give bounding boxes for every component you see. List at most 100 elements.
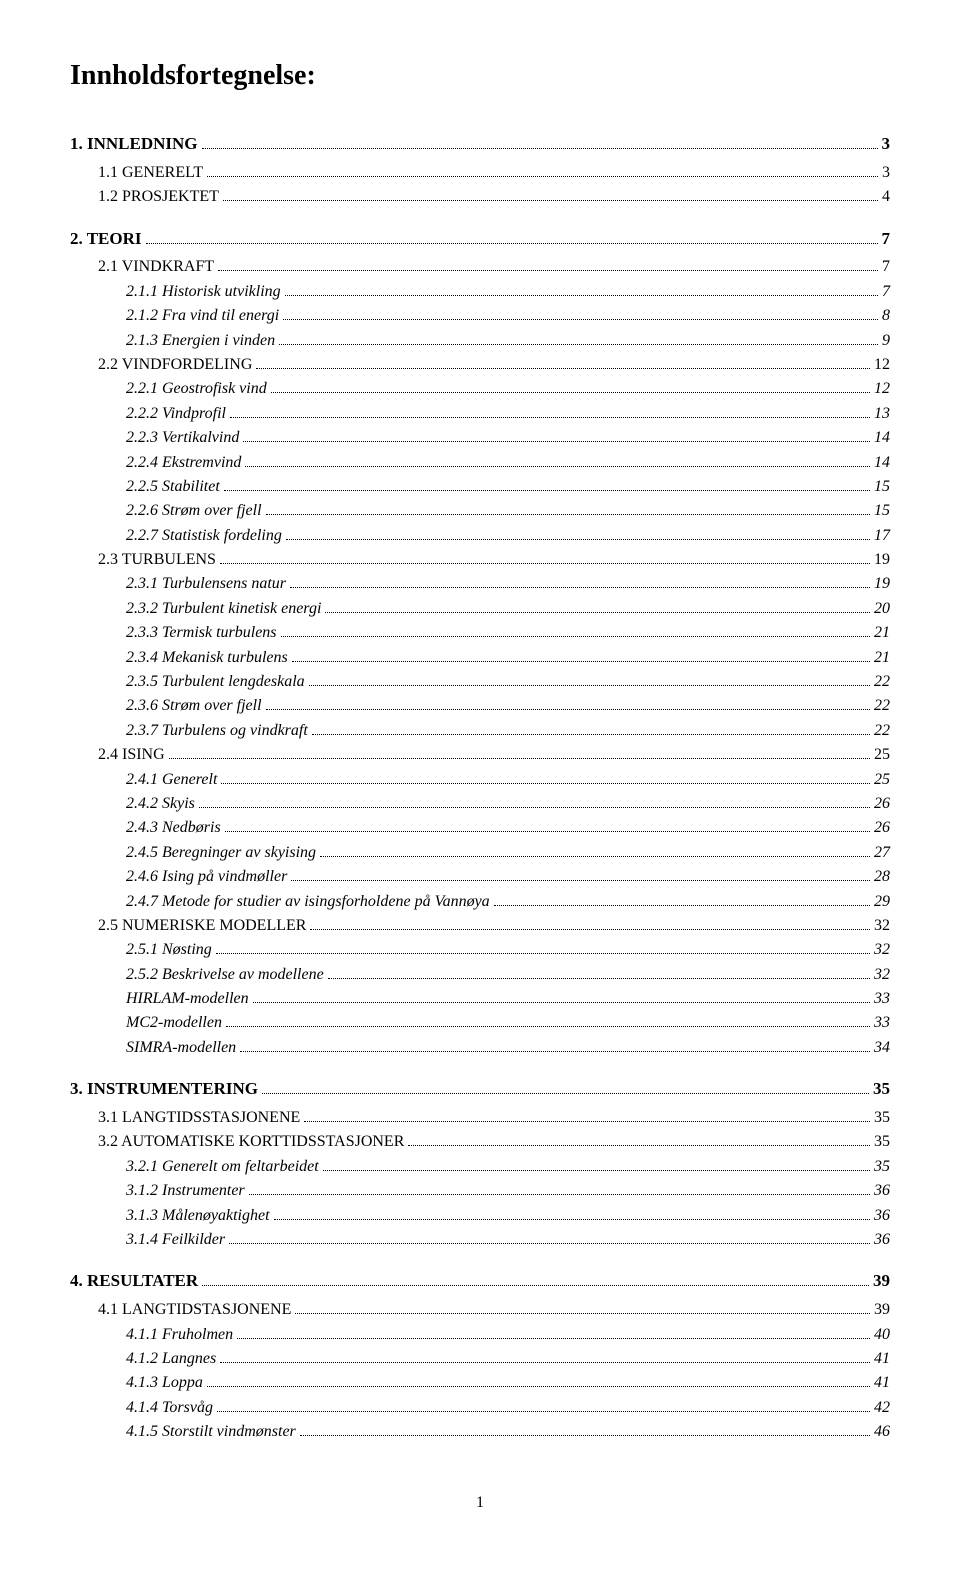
toc-entry: 4.1.2 Langnes41 xyxy=(70,1348,890,1370)
toc-page-number: 22 xyxy=(874,671,890,693)
toc-entry: 2.2 VINDFORDELING12 xyxy=(70,354,890,376)
toc-label: 3.1.2 Instrumenter xyxy=(126,1180,245,1202)
toc-entry: 2.3 TURBULENS19 xyxy=(70,549,890,571)
toc-page-number: 19 xyxy=(874,549,890,571)
toc-entry: 2.2.3 Vertikalvind 14 xyxy=(70,427,890,449)
toc-label: 2.2.2 Vindprofil xyxy=(126,403,226,425)
toc-leader-dots xyxy=(300,1435,870,1436)
toc-label: 2.4.7 Metode for studier av isingsforhol… xyxy=(126,891,490,913)
toc-label: 2.2.5 Stabilitet xyxy=(126,476,220,498)
toc-leader-dots xyxy=(202,148,878,149)
toc-page-number: 19 xyxy=(874,573,890,595)
toc-leader-dots xyxy=(292,661,870,662)
toc-page-number: 8 xyxy=(882,305,890,327)
toc-label: 2.3.7 Turbulens og vindkraft xyxy=(126,720,308,742)
toc-page-number: 4 xyxy=(882,186,890,208)
toc-entry: 3.1.4 Feilkilder 36 xyxy=(70,1229,890,1251)
toc-leader-dots xyxy=(304,1121,870,1122)
toc-label: 1.2 PROSJEKTET xyxy=(98,186,219,208)
toc-label: 4.1.5 Storstilt vindmønster xyxy=(126,1421,296,1443)
toc-label: 3.1 LANGTIDSSTASJONENE xyxy=(98,1107,300,1129)
toc-entry: 4.1.3 Loppa41 xyxy=(70,1372,890,1394)
toc-leader-dots xyxy=(291,880,870,881)
toc-entry: 2.1.3 Energien i vinden9 xyxy=(70,330,890,352)
toc-leader-dots xyxy=(494,905,870,906)
toc-leader-dots xyxy=(217,1411,870,1412)
toc-page-number: 36 xyxy=(874,1180,890,1202)
toc-page-number: 17 xyxy=(874,525,890,547)
toc-entry: 4.1.1 Fruholmen 40 xyxy=(70,1324,890,1346)
toc-page-number: 36 xyxy=(874,1205,890,1227)
toc-entry: 2.3.4 Mekanisk turbulens21 xyxy=(70,647,890,669)
toc-leader-dots xyxy=(216,953,870,954)
toc-entry: 3.2 AUTOMATISKE KORTTIDSSTASJONER35 xyxy=(70,1131,890,1153)
toc-leader-dots xyxy=(286,539,870,540)
toc-leader-dots xyxy=(223,200,878,201)
toc-leader-dots xyxy=(225,831,870,832)
toc-entry: 2.2.4 Ekstremvind14 xyxy=(70,452,890,474)
toc-page-number: 7 xyxy=(882,256,890,278)
toc-leader-dots xyxy=(283,319,878,320)
toc-label: SIMRA-modellen xyxy=(126,1037,236,1059)
toc-page-number: 46 xyxy=(874,1421,890,1443)
toc-page-number: 7 xyxy=(882,227,891,251)
toc-leader-dots xyxy=(256,368,870,369)
toc-label: 3.2 AUTOMATISKE KORTTIDSSTASJONER xyxy=(98,1131,404,1153)
toc-page-number: 34 xyxy=(874,1037,890,1059)
toc-entry: 2.2.2 Vindprofil 13 xyxy=(70,403,890,425)
toc-leader-dots xyxy=(274,1219,870,1220)
toc-entry: 3.1.3 Målenøyaktighet36 xyxy=(70,1205,890,1227)
toc-leader-dots xyxy=(279,344,878,345)
toc-label: 2. TEORI xyxy=(70,227,142,251)
toc-entry: 1.2 PROSJEKTET 4 xyxy=(70,186,890,208)
toc-leader-dots xyxy=(237,1338,870,1339)
toc-page-number: 25 xyxy=(874,744,890,766)
toc-entry: 2.5.1 Nøsting 32 xyxy=(70,939,890,961)
toc-label: 2.1 VINDKRAFT xyxy=(98,256,214,278)
toc-leader-dots xyxy=(266,709,870,710)
toc-entry: 2.4 ISING25 xyxy=(70,744,890,766)
toc-label: 3.1.4 Feilkilder xyxy=(126,1229,225,1251)
toc-leader-dots xyxy=(320,856,870,857)
toc-label: 2.5.2 Beskrivelse av modellene xyxy=(126,964,324,986)
toc-label: 4. RESULTATER xyxy=(70,1269,198,1293)
toc-label: 2.2.3 Vertikalvind xyxy=(126,427,239,449)
toc-entry: 2.4.7 Metode for studier av isingsforhol… xyxy=(70,891,890,913)
toc-entry: 2.5 NUMERISKE MODELLER32 xyxy=(70,915,890,937)
footer-page-number: 1 xyxy=(70,1494,890,1512)
toc-entry: 2.2.7 Statistisk fordeling17 xyxy=(70,525,890,547)
toc-page-number: 13 xyxy=(874,403,890,425)
toc-entry: 2.2.1 Geostrofisk vind12 xyxy=(70,378,890,400)
toc-entry: 2.1.2 Fra vind til energi8 xyxy=(70,305,890,327)
toc-leader-dots xyxy=(312,734,870,735)
toc-page-number: 33 xyxy=(874,1012,890,1034)
toc-entry: 2.3.6 Strøm over fjell22 xyxy=(70,695,890,717)
toc-page-number: 32 xyxy=(874,939,890,961)
toc-page-number: 21 xyxy=(874,622,890,644)
toc-label: 2.5.1 Nøsting xyxy=(126,939,212,961)
toc-entry: 2.2.6 Strøm over fjell15 xyxy=(70,500,890,522)
toc-container: 1. INNLEDNING31.1 GENERELT31.2 PROSJEKTE… xyxy=(70,132,890,1444)
toc-label: 4.1.1 Fruholmen xyxy=(126,1324,233,1346)
toc-label: 4.1.3 Loppa xyxy=(126,1372,203,1394)
toc-page-number: 29 xyxy=(874,891,890,913)
toc-label: 2.3.6 Strøm over fjell xyxy=(126,695,262,717)
toc-entry: 3.1.2 Instrumenter 36 xyxy=(70,1180,890,1202)
toc-page-number: 14 xyxy=(874,427,890,449)
toc-label: 2.3.4 Mekanisk turbulens xyxy=(126,647,288,669)
toc-label: 2.3.2 Turbulent kinetisk energi xyxy=(126,598,321,620)
toc-entry: 1.1 GENERELT3 xyxy=(70,162,890,184)
toc-leader-dots xyxy=(243,441,870,442)
toc-page-number: 26 xyxy=(874,793,890,815)
toc-label: 4.1.2 Langnes xyxy=(126,1348,216,1370)
toc-page-number: 40 xyxy=(874,1324,890,1346)
toc-entry: 2.4.3 Nedbøris26 xyxy=(70,817,890,839)
toc-label: 2.5 NUMERISKE MODELLER xyxy=(98,915,306,937)
toc-page-number: 36 xyxy=(874,1229,890,1251)
toc-leader-dots xyxy=(224,490,870,491)
toc-leader-dots xyxy=(229,1243,870,1244)
toc-page-number: 22 xyxy=(874,720,890,742)
toc-leader-dots xyxy=(328,978,870,979)
toc-entry: 2. TEORI 7 xyxy=(70,227,890,251)
toc-label: 2.1.3 Energien i vinden xyxy=(126,330,275,352)
